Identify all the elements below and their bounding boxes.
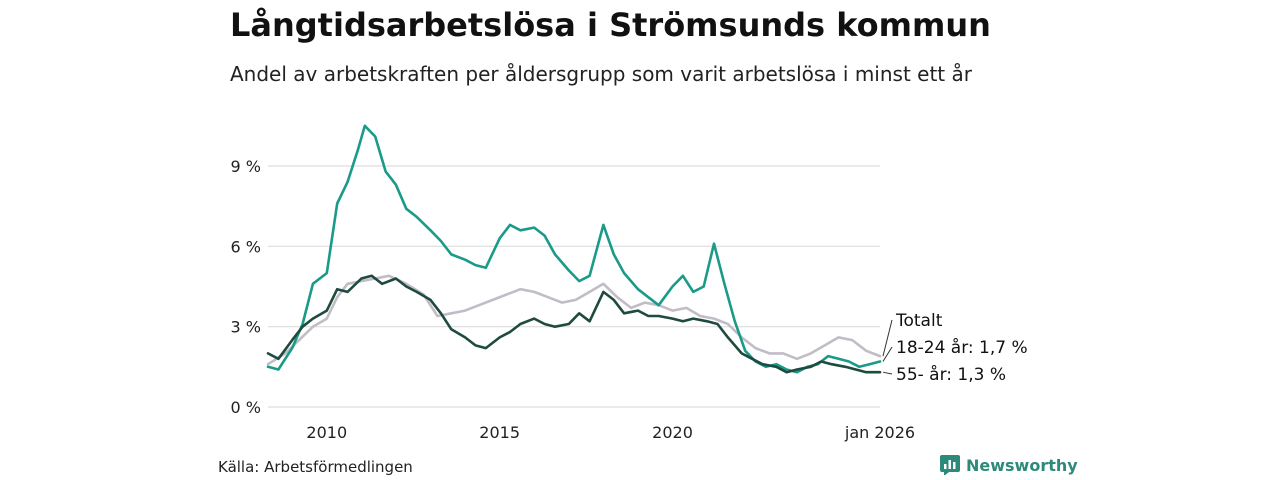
y-axis-ticks: 0 % 3 % 6 % 9 %	[231, 157, 261, 417]
series-lines	[266, 124, 882, 374]
x-tick-label: 2015	[479, 423, 520, 442]
newsworthy-logo-icon	[940, 455, 960, 475]
x-tick-label: 2010	[306, 423, 347, 442]
series-label-55-plus: 55- år: 1,3 %	[896, 364, 1006, 385]
x-tick-label: jan 2026	[844, 423, 915, 442]
series-line-18-24	[266, 124, 882, 374]
series-line-55-plus	[266, 274, 882, 374]
series-label-18-24: 18-24 år: 1,7 %	[896, 337, 1028, 358]
x-tick-label: 2020	[652, 423, 693, 442]
y-tick-label: 9 %	[231, 157, 261, 176]
source-note: Källa: Arbetsförmedlingen	[218, 458, 413, 476]
label-leader-18-24	[882, 346, 893, 362]
label-leader-55-plus	[882, 371, 893, 375]
x-axis-ticks: 2010 2015 2020 jan 2026	[306, 423, 915, 442]
gridlines	[268, 165, 880, 408]
y-tick-label: 0 %	[231, 398, 261, 417]
y-tick-label: 6 %	[231, 237, 261, 256]
chart-subtitle: Andel av arbetskraften per åldersgrupp s…	[230, 62, 972, 86]
series-label-totalt: Totalt	[895, 311, 943, 331]
series-labels: Totalt 18-24 år: 1,7 % 55- år: 1,3 %	[882, 311, 1028, 385]
series-line-totalt	[266, 274, 882, 366]
brand-logo: Newsworthy	[940, 455, 1078, 475]
chart-title: Långtidsarbetslösa i Strömsunds kommun	[230, 6, 991, 44]
y-tick-label: 3 %	[231, 318, 261, 337]
label-leader-totalt	[882, 319, 893, 357]
brand-name: Newsworthy	[966, 455, 1078, 475]
